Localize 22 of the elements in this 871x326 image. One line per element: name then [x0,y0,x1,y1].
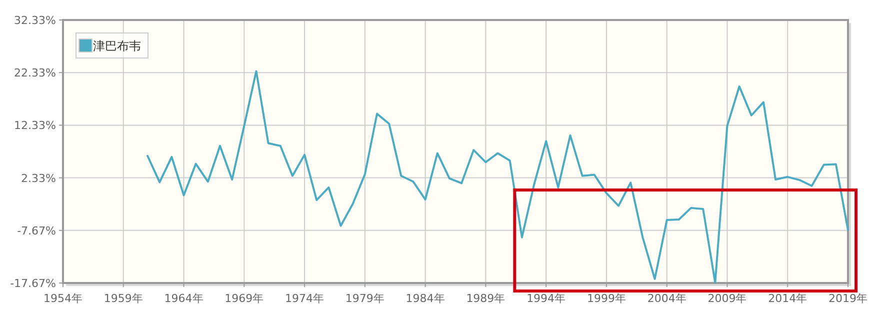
legend-label: 津巴布韦 [93,39,141,53]
x-tick-label: 1964年 [164,292,204,305]
x-tick-label: 1959年 [104,292,143,305]
x-tick-label: 2019年 [828,292,868,305]
y-tick-label: 2.33% [21,172,56,185]
x-tick-label: 1969年 [224,292,264,305]
y-tick-label: -7.67% [17,224,56,238]
y-tick-label: 22.33% [14,66,56,80]
y-tick-label: 32.33% [14,14,56,27]
y-tick-label: -17.67% [10,277,56,290]
x-tick-label: 2004年 [647,292,686,305]
x-tick-label: 1989年 [466,292,506,305]
x-tick-label: 1954年 [44,292,82,305]
x-tick-label: 1984年 [406,292,445,305]
x-tick-label: 2014年 [768,292,808,305]
x-tick-label: 1974年 [285,292,324,305]
x-tick-label: 1999年 [586,292,626,305]
x-tick-label: 1994年 [526,292,566,305]
x-tick-label: 2009年 [708,292,747,305]
x-tick-label: 1979年 [345,292,384,305]
y-tick-label: 12.33% [14,119,56,132]
line-series [146,70,849,284]
